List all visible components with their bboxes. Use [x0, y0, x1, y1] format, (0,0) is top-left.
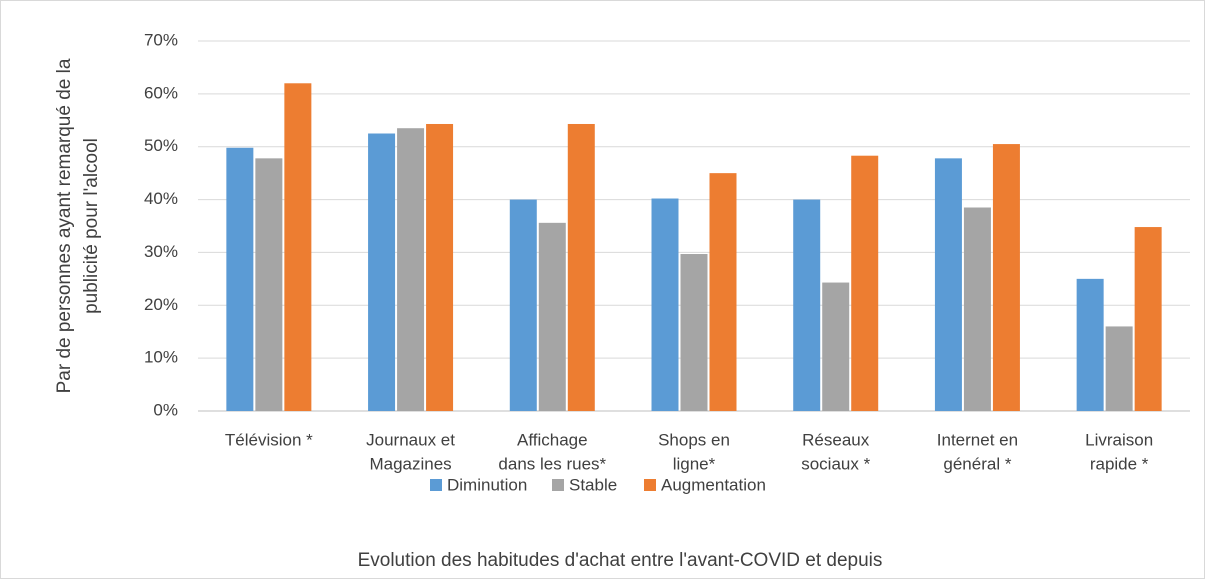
y-tick-label: 30% [144, 242, 178, 261]
bar [680, 254, 708, 411]
bar [963, 207, 991, 411]
legend-swatch [552, 479, 564, 491]
legend-label: Augmentation [661, 475, 766, 494]
bar [368, 133, 396, 411]
x-tick-label: Journaux et [366, 430, 455, 449]
legend-label: Stable [569, 475, 617, 494]
bar [934, 158, 962, 411]
bar [397, 128, 425, 411]
y-tick-label: 10% [144, 348, 178, 367]
bar [709, 173, 737, 411]
bar [822, 282, 850, 411]
x-tick-label: sociaux * [801, 454, 870, 473]
bar [1076, 278, 1104, 411]
y-tick-label: 70% [144, 30, 178, 49]
x-tick-label: Shops en [658, 430, 730, 449]
x-tick-label: général * [943, 454, 1011, 473]
bar [992, 144, 1020, 412]
x-tick-label: ligne* [673, 454, 716, 473]
x-axis-title: Evolution des habitudes d'achat entre l'… [358, 550, 883, 571]
bar [1134, 227, 1162, 411]
legend-label: Diminution [447, 475, 527, 494]
y-tick-label: 0% [153, 400, 178, 419]
bar [509, 199, 537, 411]
bar [851, 155, 879, 411]
x-tick-label: Réseaux [802, 430, 870, 449]
x-tick-label: Internet en [937, 430, 1018, 449]
x-tick-label: rapide * [1090, 454, 1149, 473]
bar [538, 222, 566, 411]
bar [793, 199, 821, 411]
legend-swatch [644, 479, 656, 491]
y-tick-label: 20% [144, 295, 178, 314]
y-tick-label: 60% [144, 83, 178, 102]
y-axis-title: publicité pour l'alcool [81, 138, 102, 314]
y-tick-label: 50% [144, 136, 178, 155]
x-tick-label: Livraison [1085, 430, 1153, 449]
bar [255, 158, 283, 411]
bar [567, 123, 595, 411]
bar [426, 123, 454, 411]
x-tick-label: Affichage [517, 430, 588, 449]
x-tick-label: Magazines [369, 454, 451, 473]
y-tick-label: 40% [144, 189, 178, 208]
legend-swatch [430, 479, 442, 491]
bar [284, 83, 312, 412]
x-tick-label: dans les rues* [498, 454, 606, 473]
bar [226, 147, 254, 411]
bar [1105, 326, 1133, 411]
bar [651, 198, 679, 411]
x-tick-label: Télévision * [225, 430, 313, 449]
y-axis-title: Par de personnes ayant remarqué de la [54, 58, 75, 393]
